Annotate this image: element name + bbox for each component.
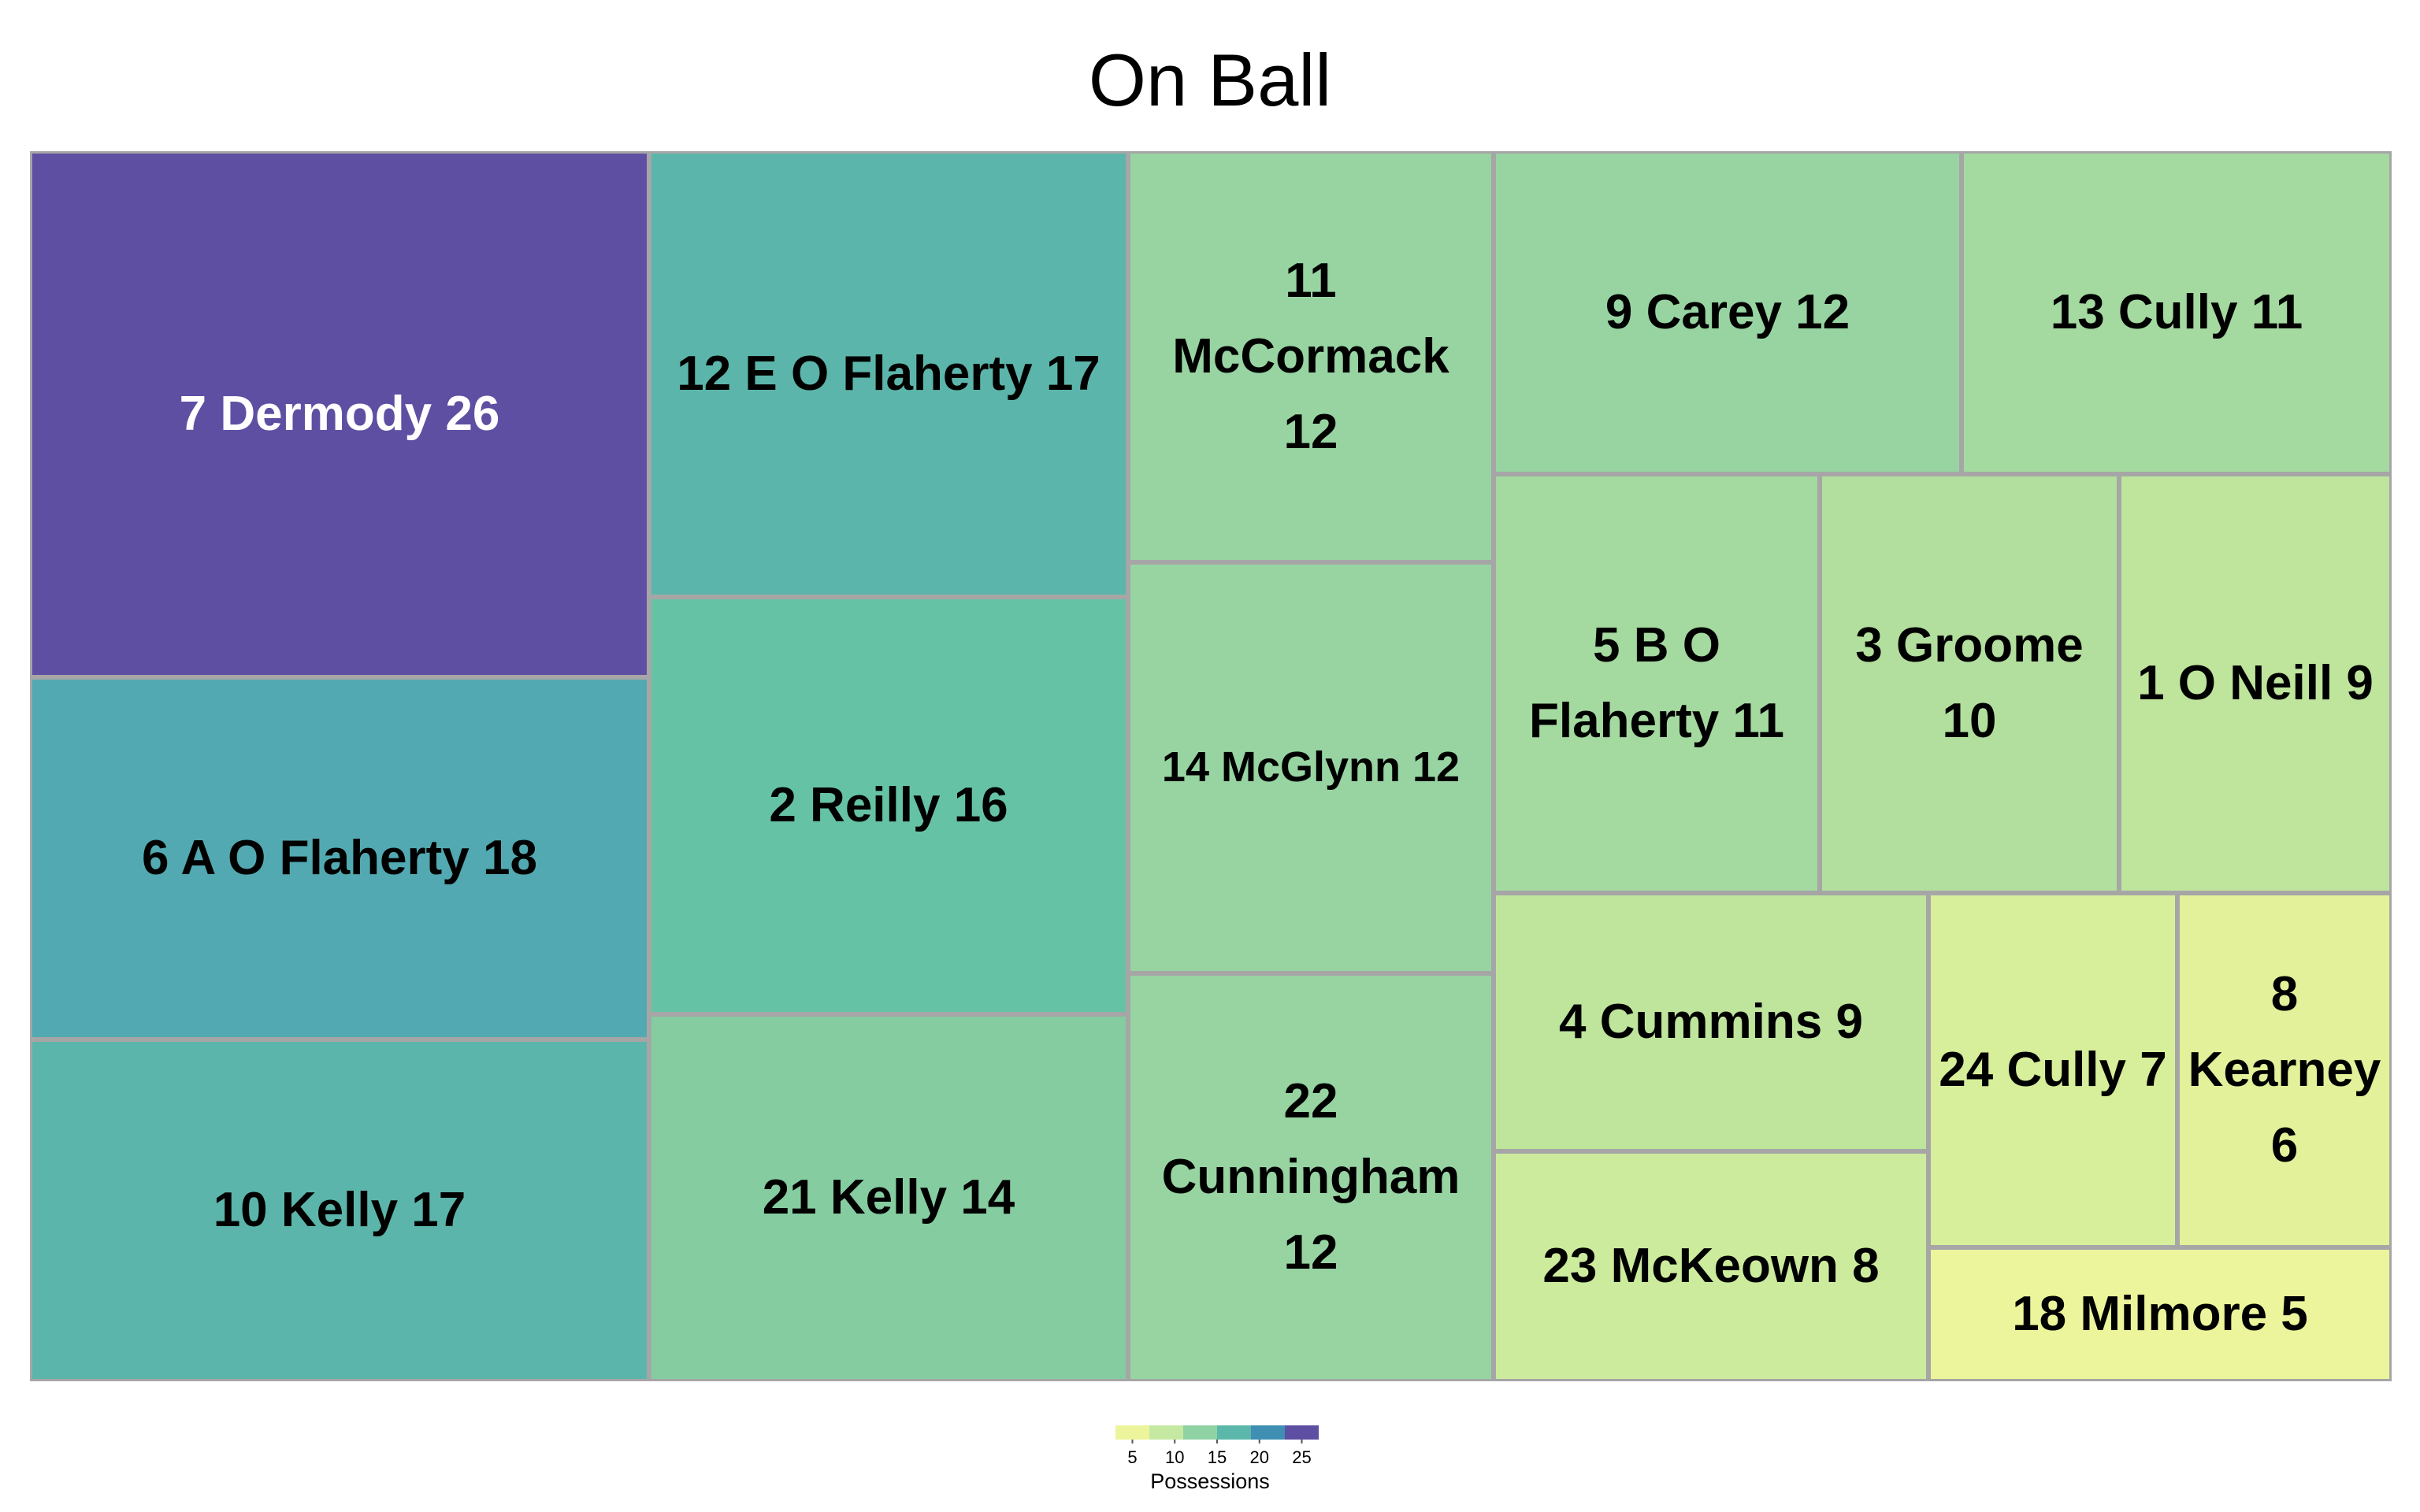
tile-label: 8 Kearney 6 [2188, 966, 2381, 1173]
tile-label: 3 Groome 10 [1855, 617, 2084, 748]
treemap-tile: 14 McGlynn 12 [1128, 562, 1494, 973]
treemap-tile: 8 Kearney 6 [2177, 893, 2392, 1247]
legend-color-segment [1285, 1425, 1319, 1440]
treemap-tile: 10 Kelly 17 [30, 1040, 649, 1381]
legend-color-segment [1115, 1425, 1150, 1440]
tile-label: 18 Milmore 5 [2012, 1286, 2308, 1341]
tile-label: 14 McGlynn 12 [1161, 743, 1461, 791]
treemap-tile: 4 Cummins 9 [1494, 893, 1928, 1151]
treemap-tile: 1 O Neill 9 [2119, 474, 2392, 893]
tile-label: 6 A O Flaherty 18 [142, 830, 537, 885]
treemap-tile: 11 McCormack 12 [1128, 151, 1494, 562]
legend-color-segment [1251, 1425, 1286, 1440]
chart-title: On Ball [1088, 39, 1332, 121]
treemap-tile: 3 Groome 10 [1820, 474, 2119, 893]
tile-label: 7 Dermody 26 [179, 386, 500, 441]
legend-tick-label: 20 [1250, 1447, 1269, 1467]
tile-label: 11 McCormack 12 [1172, 253, 1449, 460]
legend-color-segment [1149, 1425, 1184, 1440]
tile-label: 4 Cummins 9 [1559, 994, 1863, 1049]
color-legend: 5 10 15 20 25 Possessions [1101, 1422, 1319, 1509]
treemap-tile: 13 Cully 11 [1962, 151, 2392, 474]
tile-label: 1 O Neill 9 [2137, 655, 2374, 710]
tile-label: 12 E O Flaherty 17 [677, 346, 1101, 401]
treemap-tile: 23 McKeown 8 [1494, 1151, 1928, 1381]
treemap-tile: 12 E O Flaherty 17 [649, 151, 1128, 597]
legend-color-segment [1183, 1425, 1218, 1440]
treemap-tile: 7 Dermody 26 [30, 151, 649, 677]
treemap: 7 Dermody 26 6 A O Flaherty 18 10 Kelly 17… [30, 151, 2392, 1381]
tile-label: 23 McKeown 8 [1542, 1238, 1880, 1293]
treemap-tile: 6 A O Flaherty 18 [30, 677, 649, 1040]
tile-label: 21 Kelly 14 [762, 1169, 1015, 1225]
tile-label: 24 Cully 7 [1939, 1042, 2167, 1097]
treemap-tile: 22 Cunningham 12 [1128, 973, 1494, 1381]
legend-title: Possessions [1150, 1469, 1270, 1493]
tile-label: 9 Carey 12 [1605, 284, 1850, 339]
treemap-tile: 9 Carey 12 [1494, 151, 1962, 474]
legend-color-segment [1217, 1425, 1252, 1440]
tile-label: 2 Reilly 16 [769, 777, 1008, 832]
tile-label: 5 B O Flaherty 11 [1529, 617, 1784, 748]
legend-tick-label: 25 [1292, 1447, 1311, 1467]
legend-tick-label: 5 [1127, 1447, 1137, 1467]
treemap-tile: 24 Cully 7 [1928, 893, 2177, 1247]
treemap-tile: 21 Kelly 14 [649, 1014, 1128, 1381]
treemap-tile: 5 B O Flaherty 11 [1494, 474, 1820, 893]
tile-label: 10 Kelly 17 [213, 1182, 466, 1237]
treemap-tile: 2 Reilly 16 [649, 597, 1128, 1014]
legend-colorbar: 5 10 15 20 25 [1115, 1425, 1319, 1467]
legend-tick-label: 10 [1165, 1447, 1184, 1467]
legend-tick-label: 15 [1208, 1447, 1227, 1467]
treemap-tile: 18 Milmore 5 [1928, 1247, 2392, 1381]
tile-label: 13 Cully 11 [2050, 284, 2303, 339]
tile-label: 22 Cunningham 12 [1161, 1073, 1461, 1280]
